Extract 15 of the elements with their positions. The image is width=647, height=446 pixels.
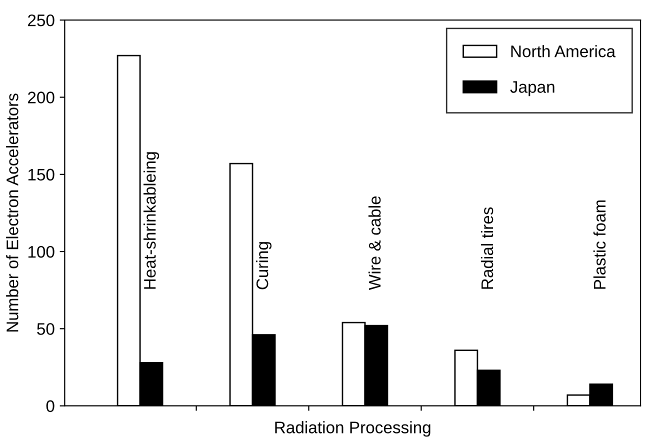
x-tick-label: Curing bbox=[256, 242, 272, 290]
x-axis-title: Radiation Processing bbox=[275, 421, 430, 437]
y-tick-label: 200 bbox=[28, 92, 54, 104]
legend-label: North America bbox=[511, 45, 616, 58]
y-axis-title: Number of Electron Accelerators bbox=[6, 94, 18, 332]
y-tick-label: 0 bbox=[46, 400, 54, 412]
x-tick-label: Radial tires bbox=[480, 207, 494, 289]
x-tick-label: Plastic foam bbox=[593, 200, 606, 289]
y-tick-label: 100 bbox=[28, 246, 54, 258]
y-tick-label: 50 bbox=[37, 323, 54, 335]
y-tick-label: 150 bbox=[28, 168, 54, 181]
legend-label: Japan bbox=[510, 81, 554, 96]
x-tick-label: Heat-shrinkableing bbox=[144, 152, 160, 289]
y-tick-label: 250 bbox=[28, 14, 54, 26]
x-tick-label: Wire & cable bbox=[368, 196, 381, 290]
